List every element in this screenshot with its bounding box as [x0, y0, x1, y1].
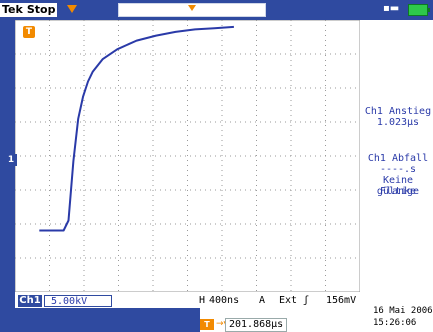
horizontal-prefix: H	[199, 295, 206, 306]
acquisition-mode[interactable]: A	[259, 295, 266, 306]
acquisition-status: Stop	[26, 3, 56, 16]
bottom-frame	[0, 308, 200, 332]
brand-status: Tek Stop	[0, 3, 58, 17]
date-readout: 16 Mai 2006	[373, 306, 433, 316]
waveform-display	[14, 19, 361, 293]
rise-time-value: 1.023µs	[376, 117, 420, 128]
fall-time-value: ----.s	[379, 164, 417, 175]
rising-edge-icon[interactable]: ʃ	[303, 295, 310, 306]
trigger-source[interactable]: Ext	[279, 295, 298, 306]
fall-time-title: Ch1 Abfall	[367, 153, 429, 164]
channel-1-scale[interactable]: 5.00kV	[44, 295, 112, 307]
power-plug-icon: ▪▬	[383, 3, 400, 14]
trigger-level[interactable]: 156mV	[326, 295, 357, 306]
trigger-point-icon: T	[23, 26, 35, 38]
fall-time-note-2: Flanke	[379, 186, 417, 197]
trigger-position-readout[interactable]: 201.868µs	[225, 318, 288, 332]
left-frame	[0, 20, 15, 332]
battery-icon	[408, 4, 430, 16]
trigger-position-icon: T	[200, 319, 214, 330]
channel-1-ground-marker-icon: 1	[5, 154, 17, 166]
oscilloscope-graticule	[14, 19, 361, 293]
brand-label: Tek	[2, 3, 23, 16]
fall-time-note: Keine gültige	[376, 175, 420, 197]
time-readout: 15:26:06	[373, 318, 417, 328]
rise-time-title: Ch1 Anstieg	[364, 106, 432, 117]
channel-1-label[interactable]: Ch1	[18, 295, 42, 307]
time-per-division[interactable]: 400ns	[209, 295, 240, 306]
waveform-trace	[39, 25, 234, 232]
trigger-position-marker-icon	[67, 5, 77, 13]
record-trigger-marker-icon	[188, 5, 196, 11]
trigger-arrow-icon: →▾	[216, 319, 229, 329]
